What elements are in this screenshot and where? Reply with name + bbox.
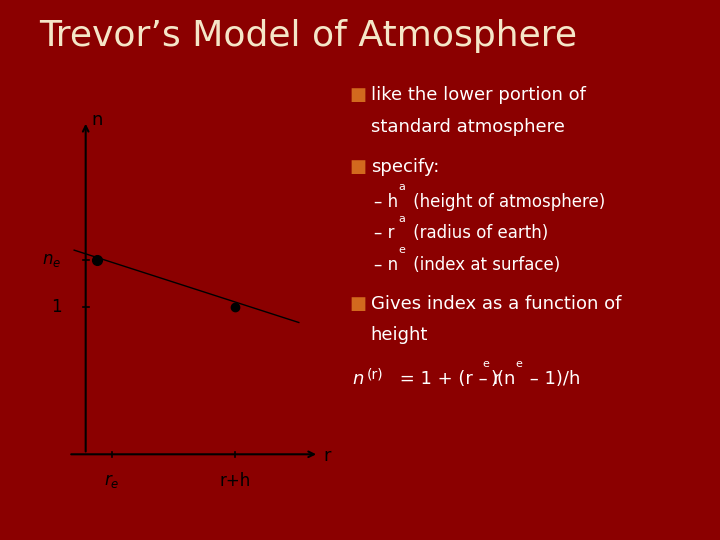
Text: r: r [323, 447, 330, 464]
Text: )(n: )(n [490, 370, 516, 388]
Text: height: height [371, 326, 428, 344]
Text: specify:: specify: [371, 158, 439, 177]
Text: (radius of earth): (radius of earth) [408, 224, 548, 242]
Text: n: n [91, 111, 103, 129]
Text: e: e [516, 359, 523, 369]
Text: ■: ■ [349, 86, 366, 104]
Text: n: n [353, 370, 364, 388]
Text: (index at surface): (index at surface) [408, 255, 559, 274]
Text: (r): (r) [367, 367, 384, 381]
Text: ■: ■ [349, 158, 366, 177]
Text: standard atmosphere: standard atmosphere [371, 118, 564, 136]
Text: $n_e$: $n_e$ [42, 252, 62, 269]
Text: $r_e$: $r_e$ [104, 472, 120, 490]
Text: r+h: r+h [220, 472, 251, 490]
Text: – h: – h [374, 193, 399, 211]
Text: 1: 1 [51, 298, 62, 316]
Text: ■: ■ [349, 295, 366, 313]
Text: Trevor’s Model of Atmosphere: Trevor’s Model of Atmosphere [40, 19, 577, 53]
Text: – r: – r [374, 224, 395, 242]
Text: – n: – n [374, 255, 399, 274]
Text: e: e [482, 359, 490, 369]
Text: (height of atmosphere): (height of atmosphere) [408, 193, 605, 211]
Text: – 1)/h: – 1)/h [524, 370, 580, 388]
Text: Gives index as a function of: Gives index as a function of [371, 295, 621, 313]
Text: a: a [398, 182, 405, 192]
Text: like the lower portion of: like the lower portion of [371, 86, 585, 104]
Text: a: a [398, 213, 405, 224]
Text: e: e [398, 245, 405, 255]
Text: = 1 + (r – r: = 1 + (r – r [394, 370, 500, 388]
